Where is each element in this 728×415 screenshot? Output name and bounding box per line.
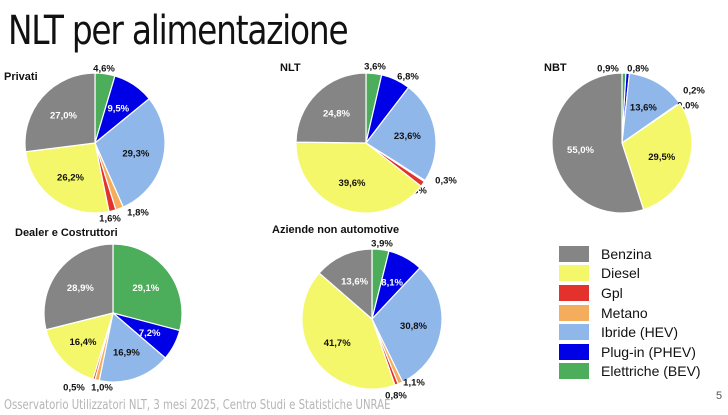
- legend: Benzina Diesel Gpl Metano Ibride (HEV) Plug-i…: [559, 244, 701, 381]
- pie-title: Dealer e Costruttori: [15, 227, 118, 239]
- pie-slice: [301, 272, 396, 390]
- data-label: 0,8%: [385, 391, 407, 402]
- pie-slice: [98, 311, 167, 383]
- footer-source: Osservatorio Utilizzatori NLT, 3 mesi 20…: [4, 398, 391, 413]
- data-label: 1,8%: [127, 208, 149, 219]
- data-label: 55,0%: [567, 145, 594, 156]
- pie-slice: [295, 72, 367, 144]
- pie-slice: [45, 312, 114, 380]
- legend-item: Gpl: [559, 283, 701, 303]
- legend-swatch: [559, 265, 589, 282]
- data-label: 24,8%: [323, 109, 350, 120]
- data-label: 0,9%: [597, 64, 619, 75]
- data-label: 0,0%: [677, 101, 699, 112]
- data-label: 1,0%: [91, 383, 113, 394]
- data-label: 3,9%: [371, 239, 393, 250]
- page-number: 5: [716, 390, 723, 402]
- pie-title: Privati: [4, 71, 38, 83]
- data-label: 0,8%: [627, 64, 649, 75]
- legend-label: Gpl: [601, 284, 623, 301]
- pie-slice: [94, 97, 166, 208]
- data-label: 30,8%: [400, 321, 427, 332]
- data-label: 0,2%: [683, 86, 705, 97]
- pie-slice: [621, 72, 681, 145]
- legend-swatch: [559, 343, 589, 360]
- data-label: 16,4%: [70, 337, 97, 348]
- data-label: 4,6%: [93, 64, 115, 75]
- pie-chart: Privati 4,6% 9,5% 29,3% 1,8% 1,6% 26,2% 27,0%: [4, 64, 166, 225]
- pie-chart: Aziende non automotive 3,9% 8,1% 30,8% 1,1% 0…: [272, 224, 443, 402]
- legend-swatch: [559, 363, 589, 380]
- legend-label: Metano: [601, 304, 648, 321]
- data-label: 41,7%: [324, 338, 351, 349]
- data-label: 13,6%: [630, 102, 657, 113]
- legend-item: Plug-in (PHEV): [559, 342, 701, 362]
- data-label: 23,6%: [394, 131, 421, 142]
- pie-slice: [112, 243, 183, 332]
- data-label: 26,2%: [57, 173, 84, 184]
- legend-item: Benzina: [559, 244, 701, 264]
- data-label: 29,3%: [122, 148, 149, 159]
- data-label: 27,0%: [50, 111, 77, 122]
- data-label: 39,6%: [339, 178, 366, 189]
- data-label: 8,1%: [381, 278, 403, 289]
- data-label: 0,3%: [435, 176, 457, 187]
- data-label: 28,9%: [67, 283, 94, 294]
- data-label: 1,6%: [99, 214, 121, 225]
- pie-slice: [371, 267, 443, 383]
- pie-slice: [318, 248, 373, 321]
- pie-slice: [295, 141, 422, 214]
- legend-item: Metano: [559, 303, 701, 323]
- data-label: 13,6%: [341, 276, 368, 287]
- slide-title: NLT per alimentazione: [8, 8, 349, 54]
- data-label: 1,1%: [403, 378, 425, 389]
- data-label: 3,6%: [364, 62, 386, 73]
- legend-item: Diesel: [559, 264, 701, 284]
- pie-slice: [24, 142, 110, 214]
- data-label: 16,9%: [113, 348, 140, 359]
- legend-swatch: [559, 245, 589, 262]
- pie-chart: Dealer e Costruttori 29,1% 7,2% 16,9% 1,0% 0,…: [15, 227, 183, 394]
- pie-title: Aziende non automotive: [272, 224, 399, 236]
- pie-chart: NBT 0,9% 0,8% 13,6% 0,2% 0,0% 29,5% 55,0%: [544, 62, 705, 214]
- legend-swatch: [559, 324, 589, 341]
- legend-label: Ibride (HEV): [601, 324, 679, 341]
- pie-title: NBT: [544, 62, 567, 74]
- data-label: 29,1%: [132, 283, 159, 294]
- pie-slice: [621, 102, 693, 211]
- pie-title: NLT: [280, 62, 301, 74]
- data-label: 29,5%: [648, 152, 675, 163]
- pie-slice: [24, 72, 96, 153]
- legend-swatch: [559, 304, 589, 321]
- pie-slice: [43, 243, 114, 331]
- data-label: 7,2%: [139, 328, 161, 339]
- pie-slice: [365, 86, 437, 182]
- pie-slice: [551, 72, 645, 214]
- legend-item: Elettriche (BEV): [559, 362, 701, 382]
- legend-swatch: [559, 284, 589, 301]
- data-label: 0,5%: [63, 383, 85, 394]
- data-label: 9,5%: [107, 104, 129, 115]
- legend-label: Benzina: [601, 245, 652, 262]
- legend-label: Elettriche (BEV): [601, 363, 701, 380]
- legend-label: Diesel: [601, 265, 640, 282]
- legend-label: Plug-in (PHEV): [601, 343, 696, 360]
- legend-item: Ibride (HEV): [559, 322, 701, 342]
- data-label: 6,8%: [397, 72, 419, 83]
